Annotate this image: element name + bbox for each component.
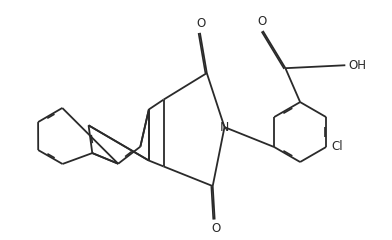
Text: O: O [196,17,205,30]
Text: N: N [220,121,229,134]
Text: O: O [211,222,220,235]
Text: OH: OH [348,59,366,72]
Text: Cl: Cl [331,139,343,153]
Text: O: O [257,15,267,28]
